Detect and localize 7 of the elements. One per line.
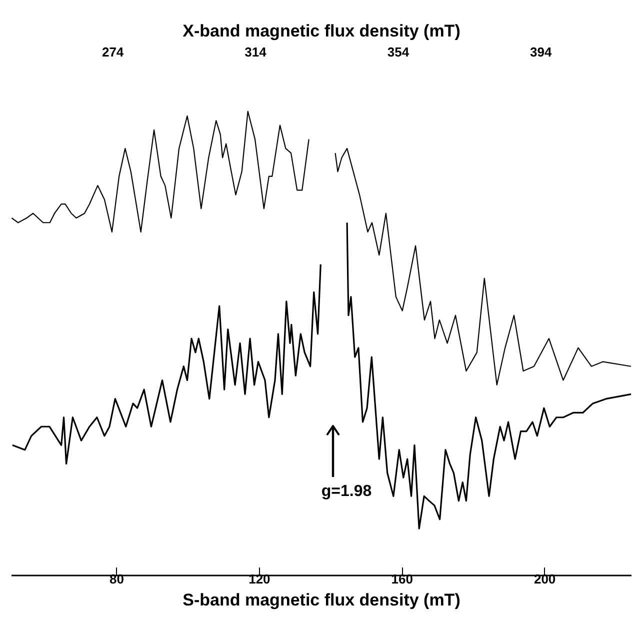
x2-tick-label: 274 — [102, 44, 124, 60]
annotation: g=1.98 — [321, 483, 372, 502]
x-axis-title: S-band magnetic flux density (mT) — [182, 590, 460, 610]
x2-tick-label: 314 — [244, 44, 268, 60]
x2-axis-title: X-band magnetic flux density (mT) — [182, 22, 460, 40]
x2-tick-label: 354 — [387, 44, 410, 60]
x2-tick-label: 394 — [530, 44, 552, 60]
